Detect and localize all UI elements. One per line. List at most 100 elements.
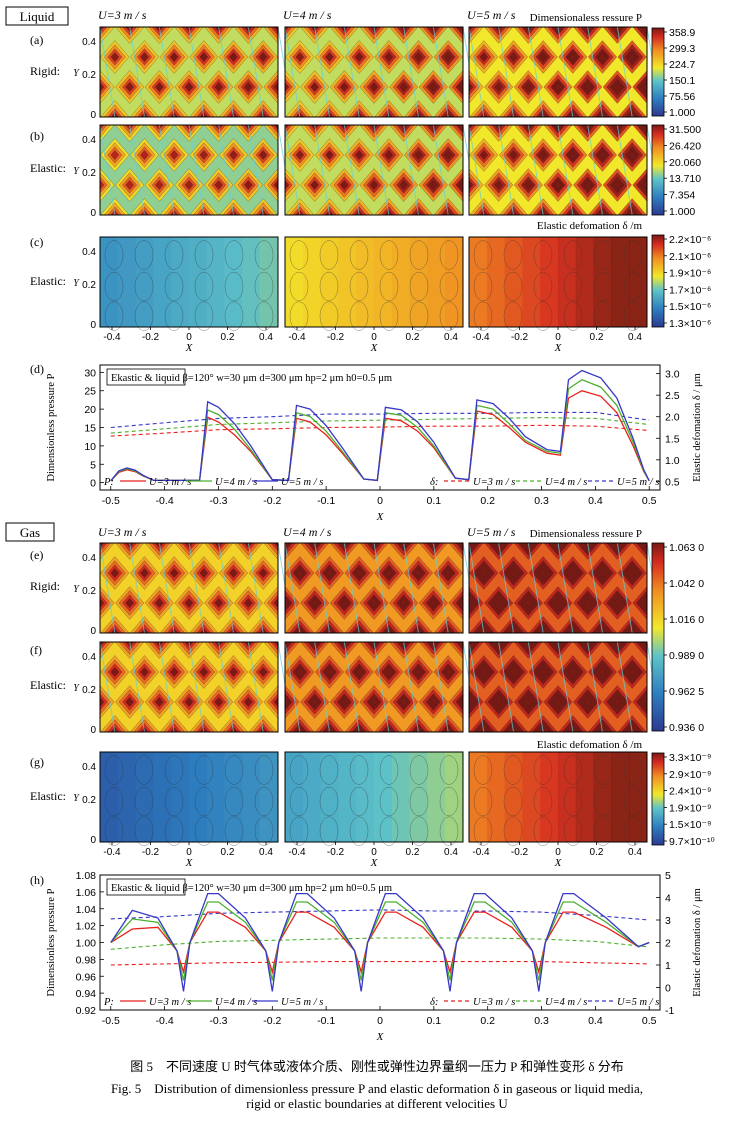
- contour-band: [310, 598, 319, 608]
- contour-line: [289, 271, 309, 302]
- x-tick-label: 0: [186, 332, 192, 343]
- colorbar-tick-label: 26.420: [669, 140, 701, 152]
- contour-band: [110, 52, 120, 62]
- contour-band: [140, 150, 149, 160]
- y-axis-label: Dimensionless pressure P: [46, 373, 57, 481]
- liquid-section-box: [5, 6, 69, 26]
- panel-frame: [468, 26, 648, 118]
- groove-line: [158, 124, 175, 216]
- groove-line: [158, 542, 175, 634]
- contour-band: [258, 568, 268, 578]
- groove-line: [373, 542, 390, 634]
- field-band: [100, 752, 119, 842]
- contour-band: [310, 697, 319, 707]
- x-tick-label: 0: [377, 1015, 383, 1027]
- contour-band: [538, 667, 548, 677]
- colorbar-tick-label: 75.56: [669, 91, 695, 103]
- contour-band: [494, 697, 503, 707]
- field-band: [575, 752, 595, 842]
- contour-line: [319, 240, 339, 270]
- panel-frame: [99, 26, 279, 118]
- heatmap-e-3: 0 0.2 0.4 Y: [73, 542, 294, 637]
- y-tick-label: 0: [90, 110, 96, 121]
- y-tick-label: 0.4: [82, 135, 96, 146]
- contour-line: [164, 816, 184, 846]
- x-tick-label: 0.2: [480, 1015, 495, 1027]
- groove-line: [129, 26, 145, 118]
- velocity-label-u5: U=5 m / s: [467, 8, 516, 22]
- y2-tick-label: 1: [665, 960, 671, 972]
- contour-line: [473, 301, 493, 331]
- row-label-h: (h): [30, 873, 44, 887]
- field-band: [260, 752, 279, 842]
- x-tick-label: 0.5: [642, 1015, 657, 1027]
- legend-label-pressure: U=5 m / s: [281, 477, 323, 488]
- contour-band: [140, 667, 149, 677]
- colorbar-tick-label: 20.060: [669, 157, 701, 169]
- panel-frame: [284, 26, 464, 118]
- colorbar-tick-label: 0.962 5: [669, 686, 704, 698]
- x-axis-label: X: [554, 857, 563, 869]
- contour-band: [325, 667, 334, 677]
- panel-frame: [284, 641, 464, 733]
- x-tick-label: 0.3: [534, 1015, 549, 1027]
- legend-label-pressure: U=3 m / s: [149, 477, 191, 488]
- pressure-line-5: [110, 369, 650, 482]
- colorbar-tick-label: 1.000: [669, 206, 695, 218]
- colorbar-tick-label: 1.063 0: [669, 542, 704, 554]
- contour-band: [524, 82, 533, 92]
- legend-label-deformation: U=3 m / s: [473, 997, 515, 1008]
- contour-band: [414, 150, 423, 160]
- contour-line: [533, 786, 553, 817]
- field-band: [302, 237, 322, 327]
- contour-band: [340, 180, 349, 190]
- row-label-rigid: Rigid:: [30, 64, 60, 78]
- field-band: [206, 237, 226, 327]
- x-tick-label: -0.1: [317, 1015, 335, 1027]
- y-axis-label: Y: [73, 793, 80, 804]
- contour-band: [429, 180, 438, 190]
- groove-line: [557, 26, 574, 118]
- y-tick-label: 0: [90, 725, 96, 736]
- groove-line: [99, 26, 116, 118]
- y-axis-label: Y: [73, 683, 80, 694]
- contour-band: [110, 150, 120, 160]
- field-band: [504, 237, 523, 327]
- contour-band: [295, 667, 305, 677]
- field-band: [558, 752, 577, 842]
- contour-band: [244, 697, 253, 707]
- panel-frame: [468, 641, 648, 733]
- field-band: [320, 237, 339, 327]
- x-axis-label: X: [376, 1031, 385, 1043]
- contour-line: [349, 301, 369, 331]
- contour-line: [319, 755, 339, 785]
- panel-frame: [284, 124, 464, 216]
- field-band: [189, 237, 208, 327]
- field-band: [338, 752, 357, 842]
- contour-line: [319, 816, 339, 846]
- y2-axis-label: Elastic defomation δ / μm: [692, 888, 703, 997]
- x-tick-label: 0.2: [590, 332, 604, 343]
- contour-line: [224, 271, 244, 302]
- x-tick-label: -0.2: [327, 332, 345, 343]
- x-tick-label: -0.2: [511, 847, 529, 858]
- deformation-line-3: [110, 961, 650, 966]
- contour-line: [473, 240, 493, 270]
- panel-frame: [99, 542, 279, 634]
- y-tick-label: 0: [90, 478, 96, 490]
- contour-line: [254, 755, 274, 785]
- contour-band: [429, 697, 438, 707]
- contour-band: [613, 697, 622, 707]
- contour-line: [164, 301, 184, 331]
- x-tick-label: 0.2: [590, 847, 604, 858]
- contour-band: [310, 180, 319, 190]
- y-tick-label: 1.00: [76, 938, 97, 950]
- field-band: [356, 752, 375, 842]
- contour-line: [289, 816, 309, 846]
- x-tick-label: 0.2: [221, 847, 235, 858]
- contour-band: [479, 568, 489, 578]
- y-axis-label: Y: [73, 584, 80, 595]
- contour-band: [325, 150, 334, 160]
- contour-line: [409, 240, 429, 270]
- heatmap-e-5: [468, 542, 663, 634]
